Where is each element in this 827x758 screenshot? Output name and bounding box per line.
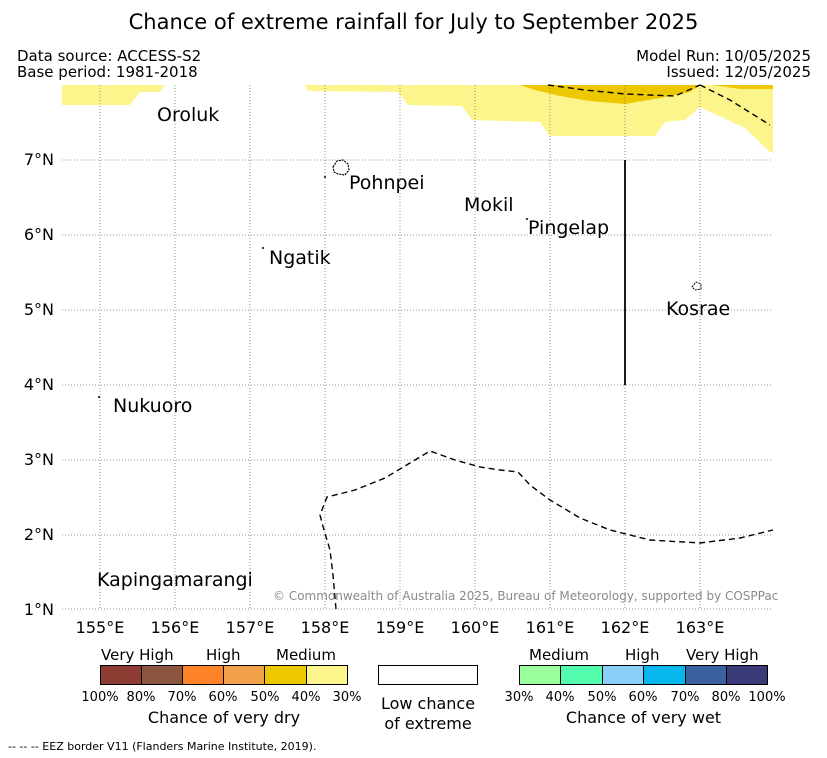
lon-label: 160°E (450, 618, 500, 637)
issued-label: Issued: 12/05/2025 (666, 63, 811, 81)
low-chance-swatch (378, 665, 478, 685)
place-mokil: Mokil (464, 194, 514, 216)
island-dot-mokil (526, 218, 528, 220)
lat-label: 7°N (23, 150, 54, 169)
lon-label: 163°E (675, 618, 725, 637)
wet-level-high: High (625, 646, 660, 664)
dry-pct: 30% (332, 690, 362, 705)
lat-gridlines (62, 159, 773, 610)
dry-level-high: High (206, 646, 241, 664)
lat-label: 2°N (23, 525, 54, 544)
dry-swatch (306, 665, 348, 685)
wet-swatch (685, 665, 727, 685)
wet-pct: 50% (587, 690, 617, 705)
wet-swatch (602, 665, 644, 685)
place-oroluk: Oroluk (157, 104, 220, 126)
dry-high-region-east (712, 85, 773, 89)
wet-swatch (643, 665, 686, 685)
wet-pct: 30% (504, 690, 534, 705)
wet-pct: 70% (670, 690, 700, 705)
wet-swatch (726, 665, 768, 685)
lat-label: 3°N (23, 450, 54, 469)
lat-label: 1°N (23, 600, 54, 619)
model-run-label: Model Run: 10/05/2025 (636, 47, 811, 65)
dry-swatch (264, 665, 307, 685)
lon-label: 156°E (150, 618, 200, 637)
wet-pct: 40% (545, 690, 575, 705)
wet-level-medium: Medium (529, 646, 589, 664)
dry-swatch (141, 665, 183, 685)
wet-swatch (519, 665, 561, 685)
wet-pct: 60% (628, 690, 658, 705)
dry-swatch (100, 665, 142, 685)
eez-footnote: -- -- -- EEZ border V11 (Flanders Marine… (8, 740, 317, 753)
place-kosrae: Kosrae (666, 298, 731, 320)
data-source-label: Data source: ACCESS-S2 (17, 47, 202, 65)
island-dot-ngatik (262, 247, 264, 249)
dry-pct: 60% (208, 690, 238, 705)
low-chance-line1: Low chance (380, 694, 476, 713)
place-kapingamarangi: Kapingamarangi (97, 569, 253, 591)
dry-medium-region-east (305, 85, 773, 152)
dry-pct: 80% (126, 690, 156, 705)
eez-border (319, 84, 774, 610)
pohnpei-island (332, 159, 350, 176)
place-ngatik: Ngatik (269, 247, 331, 269)
lon-gridlines (99, 85, 701, 609)
island-dot-nukuoro (98, 396, 100, 398)
place-pohnpei: Pohnpei (349, 172, 425, 194)
dry-level-medium: Medium (276, 646, 336, 664)
dry-caption: Chance of very dry (147, 708, 301, 727)
dry-high-region (520, 85, 700, 104)
dry-medium-region (62, 85, 165, 105)
chart-title: Chance of extreme rainfall for July to S… (128, 10, 699, 34)
dry-swatch (182, 665, 224, 685)
dry-level-very-high: Very High (101, 646, 174, 664)
island-dot-pohnpei-w (324, 176, 326, 178)
lon-label: 158°E (300, 618, 350, 637)
lon-label: 161°E (525, 618, 575, 637)
lon-label: 162°E (600, 618, 650, 637)
lon-label: 159°E (375, 618, 425, 637)
lat-label: 6°N (23, 225, 54, 244)
place-nukuoro: Nukuoro (113, 395, 193, 417)
dry-swatch (223, 665, 265, 685)
wet-pct: 80% (711, 690, 741, 705)
wet-swatch (560, 665, 603, 685)
place-pingelap: Pingelap (528, 217, 610, 239)
lat-label: 5°N (23, 300, 54, 319)
wet-pct: 100% (748, 690, 786, 705)
dry-pct: 70% (167, 690, 197, 705)
lat-label: 4°N (23, 375, 54, 394)
dry-pct: 50% (250, 690, 280, 705)
wet-caption: Chance of very wet (565, 708, 722, 727)
lon-label: 155°E (75, 618, 125, 637)
dry-pct: 100% (81, 690, 119, 705)
base-period-label: Base period: 1981-2018 (17, 63, 198, 81)
copyright-notice: © Commonwealth of Australia 2025, Bureau… (273, 589, 779, 603)
dry-pct: 40% (291, 690, 321, 705)
lon-label: 157°E (225, 618, 275, 637)
low-chance-line2: of extreme (384, 714, 472, 733)
wet-level-very-high: Very High (686, 646, 759, 664)
